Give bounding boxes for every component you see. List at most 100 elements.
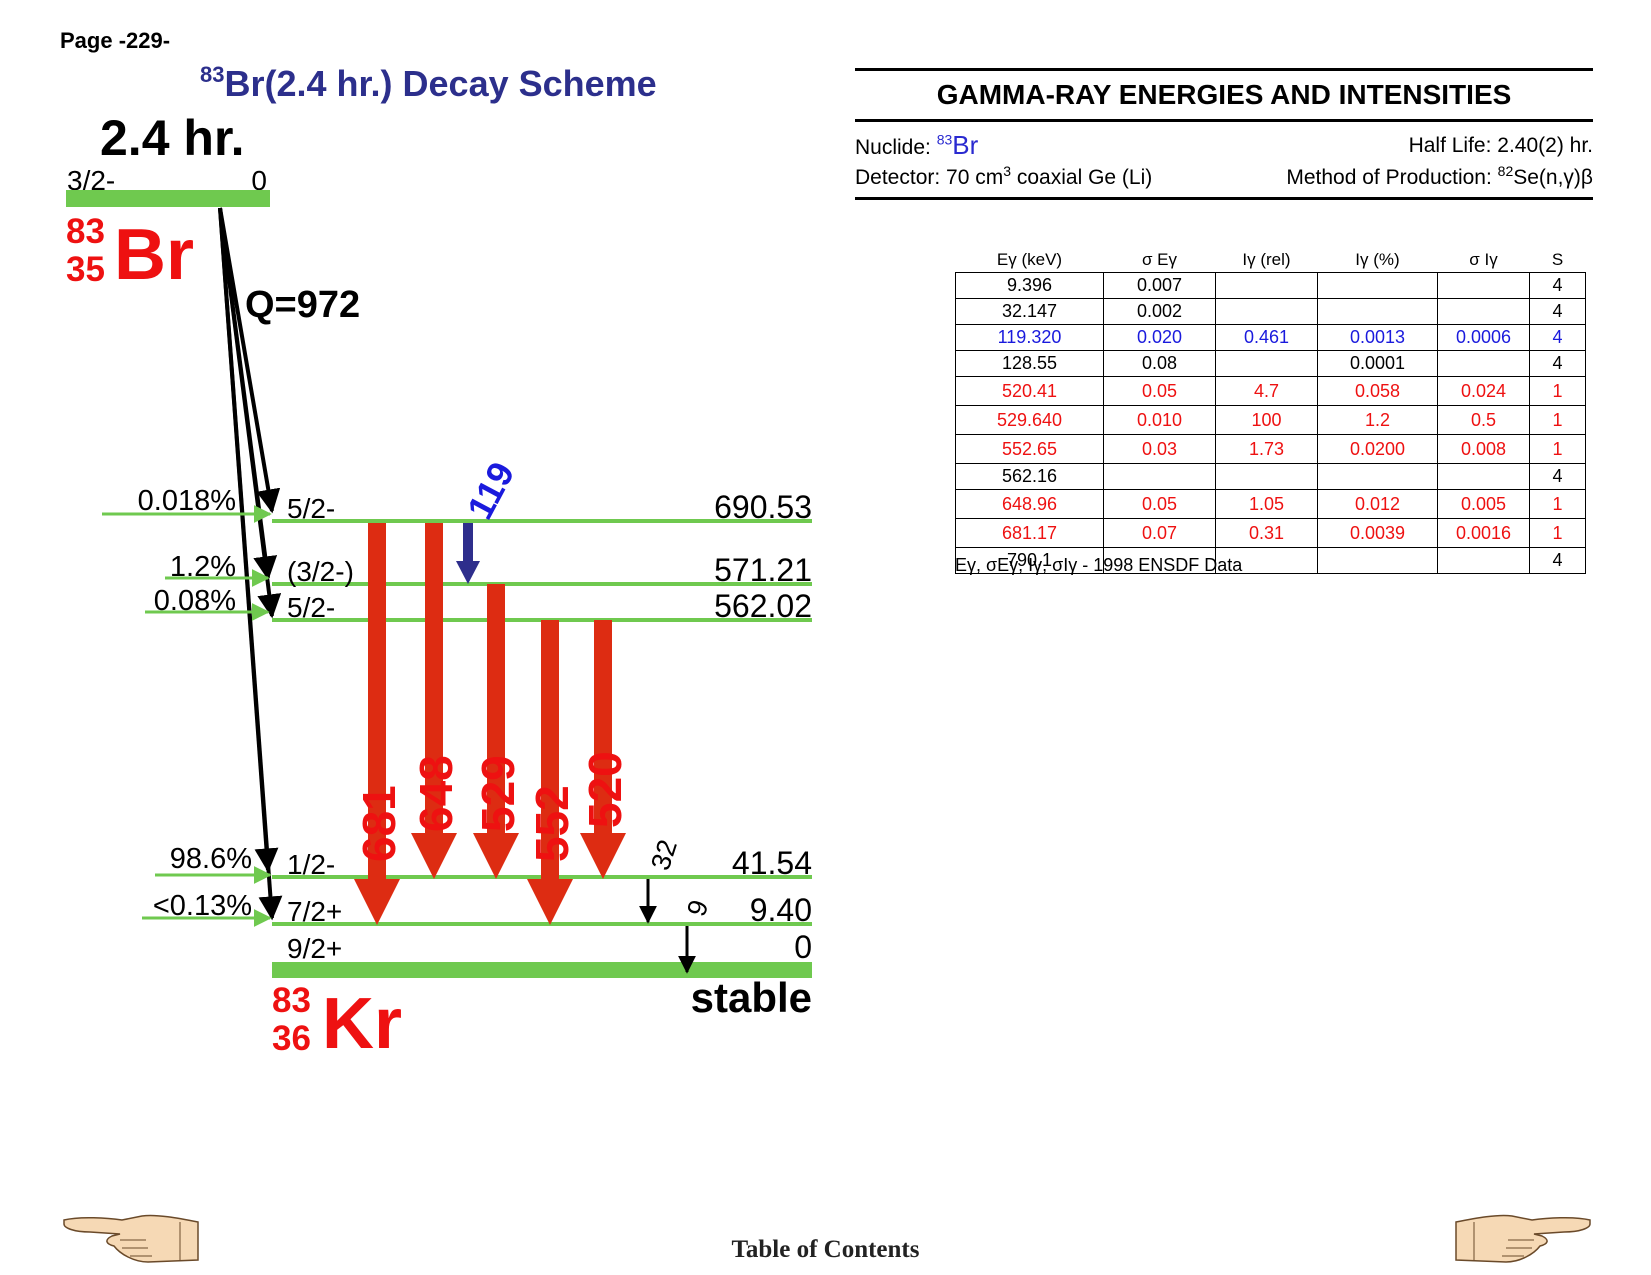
table-of-contents-link[interactable]: Table of Contents: [731, 1236, 920, 1263]
pointing-hand-left-icon[interactable]: [60, 1210, 202, 1266]
table-cell: 0.0013: [1317, 324, 1438, 351]
table-cell: 520.41: [955, 376, 1104, 406]
feeding-arrows: [102, 505, 272, 927]
table-cell: 552.65: [955, 434, 1104, 464]
method-text-b: Se(n,γ)β: [1513, 166, 1593, 189]
table-cell: 0.0001: [1317, 350, 1438, 377]
table-row: 32.147 0.002 4: [955, 298, 1586, 325]
table-cell: 790.1: [955, 547, 1104, 574]
table-cell: 0.05: [1103, 376, 1216, 406]
parent-symbol: Br: [114, 215, 194, 295]
table-cell: 1.2: [1317, 405, 1438, 435]
gamma-arrow-681-shaft: [368, 523, 386, 879]
table-cell: [1215, 298, 1318, 325]
page-number: Page -229-: [60, 28, 171, 53]
gamma-ray-table: Eγ (keV) σ Eγ Iγ (rel) Iγ (%) σ Iγ S 9.3…: [955, 240, 1586, 574]
detector-text-b: coaxial Ge (Li): [1011, 166, 1153, 189]
table-cell: 100: [1215, 405, 1318, 435]
energy-9: 9.40: [750, 892, 812, 928]
pointing-hand-right-icon[interactable]: [1452, 1210, 1594, 1266]
table-cell: [1437, 298, 1530, 325]
gamma-label-520: 520: [579, 751, 631, 828]
parent-mass-number: 83: [66, 212, 105, 251]
table-cell: 0.0039: [1317, 518, 1438, 548]
nuclide-value: 83Br: [937, 130, 979, 160]
table-cell: 1: [1529, 489, 1586, 519]
decay-scheme-diagram: 2.4 hr. 3/2- 0 83 35 Br Q=972 0.018% 1.2…: [66, 110, 812, 1060]
gamma-arrow-648-head: [411, 833, 457, 879]
table-row: 529.640 0.010 100 1.2 0.5 1: [955, 405, 1586, 435]
decay-scheme-title: 83Br(2.4 hr.) Decay Scheme: [200, 62, 657, 105]
table-row: 520.41 0.05 4.7 0.058 0.024 1: [955, 376, 1586, 406]
energy-562: 562.02: [714, 588, 812, 624]
daughter-status: stable: [691, 974, 812, 1021]
gamma-arrow-529-shaft: [487, 584, 505, 833]
table-cell: [1215, 547, 1318, 574]
gamma-arrow-119-head: [456, 561, 480, 584]
gamma-label-529: 529: [472, 755, 524, 832]
table-cell: [1317, 547, 1438, 574]
table-cell: [1317, 463, 1438, 490]
table-cell: 4.7: [1215, 376, 1318, 406]
gamma-arrow-529-head: [473, 833, 519, 879]
feed-label-41: 98.6%: [170, 843, 252, 875]
level-energies: 690.53 571.21 562.02 41.54 9.40 0: [714, 489, 812, 965]
gamma-label-9: 9: [681, 896, 714, 920]
gamma-arrows: [354, 523, 626, 925]
table-cell: 0.012: [1317, 489, 1438, 519]
table-cell: [1437, 547, 1530, 574]
table-cell: 0.024: [1437, 376, 1530, 406]
header-intensity-uncertainty: σ Iγ: [1469, 250, 1498, 269]
table-cell: 0.008: [1437, 434, 1530, 464]
beta-branch-562: [218, 207, 282, 619]
title-mass-number: 83: [200, 62, 225, 87]
table-row: 648.96 0.05 1.05 0.012 0.005 1: [955, 489, 1586, 519]
method-sup: 82: [1497, 163, 1514, 179]
table-cell: 4: [1529, 324, 1586, 351]
gamma-labels: 681 648 529 552 520: [353, 751, 631, 862]
method-text-a: Method of Production:: [1286, 166, 1498, 189]
table-header-row: Eγ (keV) σ Eγ Iγ (rel) Iγ (%) σ Iγ S: [956, 240, 1586, 273]
feed-label-690: 0.018%: [138, 485, 236, 517]
gamma-table-title-bar: GAMMA-RAY ENERGIES AND INTENSITIES: [855, 68, 1593, 122]
gamma-arrow-520-shaft: [594, 620, 612, 833]
table-cell: 0.0006: [1437, 324, 1530, 351]
table-cell: 0.05: [1103, 489, 1216, 519]
table-cell: [1437, 463, 1530, 490]
table-cell: 1: [1529, 376, 1586, 406]
detector-text-a: Detector: 70 cm: [855, 166, 1004, 189]
gamma-arrow-119-shaft: [463, 523, 473, 561]
gamma-arrow-681-head: [354, 879, 400, 925]
table-cell: 0.461: [1215, 324, 1318, 351]
daughter-symbol: Kr: [322, 984, 402, 1060]
beta-branch-690: [218, 207, 281, 514]
table-cell: 4: [1529, 463, 1586, 490]
feed-label-571: 1.2%: [170, 551, 236, 583]
spin-9: 7/2+: [287, 896, 342, 927]
daughter-mass-number: 83: [272, 981, 311, 1020]
table-row: 562.16 4: [955, 463, 1586, 490]
table-cell: 1.73: [1215, 434, 1318, 464]
detector-info: Detector: 70 cm3 coaxial Ge (Li): [855, 163, 1152, 190]
table-row: 128.55 0.08 0.0001 4: [955, 350, 1586, 377]
detector-sup: 3: [1003, 163, 1012, 179]
energy-0: 0: [794, 929, 812, 965]
table-cell: [1215, 350, 1318, 377]
spin-571: (3/2-): [287, 556, 354, 587]
gamma-label-552: 552: [526, 785, 578, 862]
table-cell: 0.0016: [1437, 518, 1530, 548]
header-source: S: [1551, 250, 1564, 269]
table-cell: 32.147: [955, 298, 1104, 325]
table-cell: 562.16: [955, 463, 1104, 490]
feed-label-9: <0.13%: [153, 890, 252, 922]
gamma-table-body: 9.396 0.007 4 32.147 0.002 4 119.320 0.020 0.461…: [955, 272, 1586, 574]
parent-half-life: 2.4 hr.: [100, 110, 245, 166]
table-cell: 9.396: [955, 272, 1104, 299]
table-row: 790.1 4: [955, 547, 1586, 574]
nuclide-label: Nuclide:: [855, 136, 931, 159]
production-method-info: Method of Production: 82Se(n,γ)β: [1286, 163, 1593, 190]
table-row: 119.320 0.020 0.461 0.0013 0.0006 4: [955, 324, 1586, 351]
table-cell: 1: [1529, 518, 1586, 548]
table-cell: [1103, 547, 1216, 574]
parent-level-bar: [66, 190, 270, 207]
